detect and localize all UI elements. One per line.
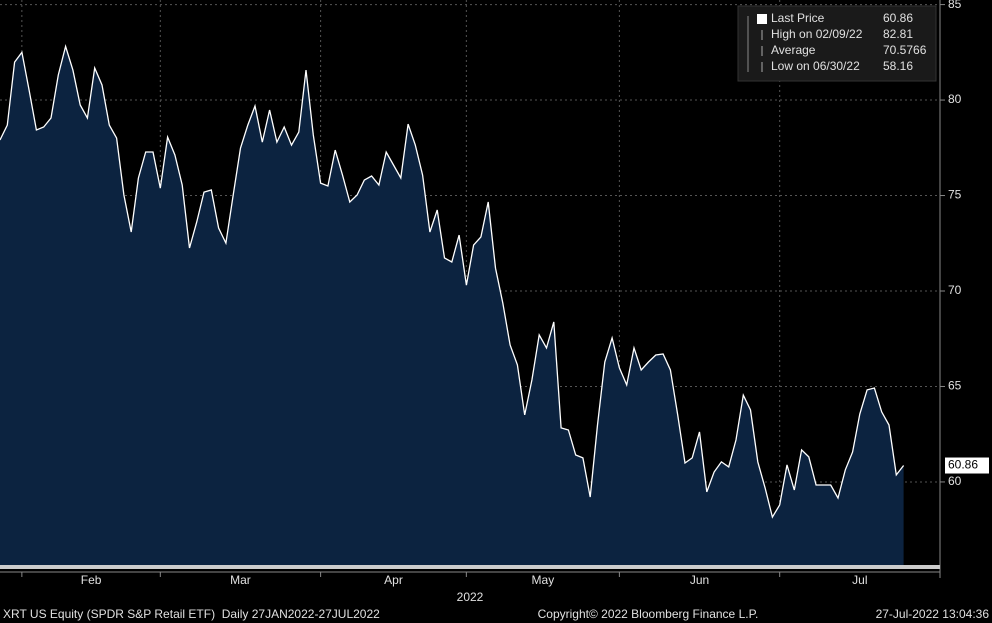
legend: Last Price 60.86 High on 02/09/22 82.81 Aver… (747, 11, 927, 73)
axes: 60 65 70 75 80 85 Feb Mar Apr May Jun Jul 60.86 (21, 0, 989, 587)
price-line (0, 44, 905, 519)
legend-label: High on 02/09/22 (771, 27, 863, 41)
y-tick-label: 65 (948, 379, 962, 393)
footer-left: XRT US Equity (SPDR S&P Retail ETF) Dail… (3, 607, 380, 621)
legend-value: 82.81 (883, 27, 913, 41)
legend-swatch (757, 14, 767, 24)
footer-center: Copyright© 2022 Bloomberg Finance L.P. (538, 607, 759, 621)
x-tick-label: Apr (384, 573, 403, 587)
y-tick-label: 75 (948, 188, 962, 202)
footer-right: 27-Jul-2022 13:04:36 (876, 607, 990, 621)
area-fill (0, 46, 904, 565)
legend-box (737, 5, 937, 82)
last-price-tag-box (945, 457, 989, 474)
x-axis-band (0, 565, 940, 569)
legend-value: 60.86 (883, 11, 913, 25)
legend-label: Last Price (771, 11, 825, 25)
legend-value: 58.16 (883, 59, 913, 73)
last-price-tag: 60.86 (948, 458, 978, 472)
legend-label: Low on 06/30/22 (771, 59, 860, 73)
x-tick-label: May (532, 573, 555, 587)
x-tick-label: Feb (81, 573, 102, 587)
legend-value: 70.5766 (883, 43, 927, 57)
y-tick-label: 70 (948, 283, 962, 297)
y-tick-label: 85 (948, 0, 962, 11)
x-tick-label: Jul (852, 573, 867, 587)
y-tick-label: 80 (948, 92, 962, 106)
legend-label: Average (771, 43, 816, 57)
x-axis-title: 2022 (457, 590, 484, 604)
plot (0, 44, 905, 565)
x-tick-label: Mar (230, 573, 251, 587)
y-tick-label: 60 (948, 474, 962, 488)
x-tick-label: Jun (690, 573, 709, 587)
